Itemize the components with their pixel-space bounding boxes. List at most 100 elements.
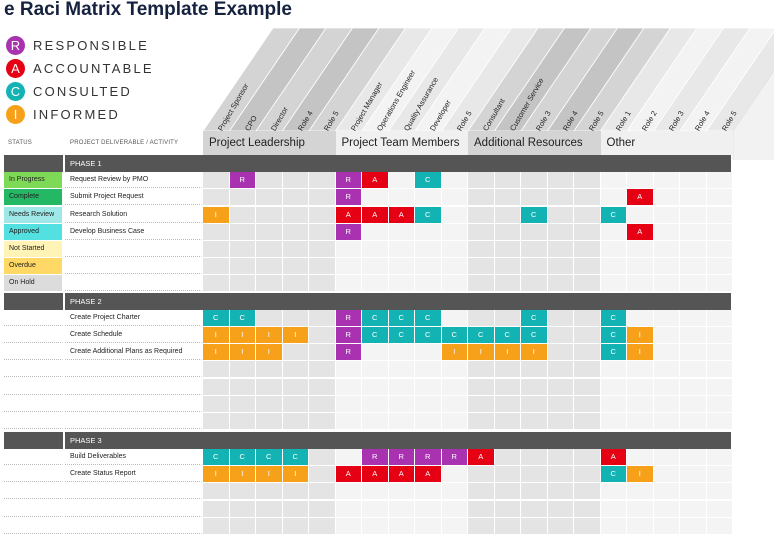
matrix-cell-empty[interactable] (706, 309, 732, 326)
raci-mark-a[interactable]: A (335, 466, 361, 483)
matrix-cell-empty[interactable] (574, 189, 600, 206)
matrix-cell-empty[interactable] (600, 517, 626, 534)
matrix-cell-empty[interactable] (574, 309, 600, 326)
matrix-cell-empty[interactable] (627, 483, 653, 500)
raci-mark-c[interactable]: C (388, 309, 414, 326)
matrix-cell-empty[interactable] (706, 517, 732, 534)
matrix-cell-empty[interactable] (600, 223, 626, 240)
matrix-cell-empty[interactable] (706, 189, 732, 206)
matrix-cell-empty[interactable] (627, 448, 653, 465)
matrix-cell-empty[interactable] (362, 258, 388, 275)
matrix-cell-empty[interactable] (309, 466, 335, 483)
matrix-cell-empty[interactable] (388, 395, 414, 412)
raci-mark-a[interactable]: A (362, 206, 388, 223)
matrix-cell-empty[interactable] (653, 206, 679, 223)
matrix-cell-empty[interactable] (256, 517, 282, 534)
matrix-cell-empty[interactable] (680, 413, 706, 429)
matrix-cell-empty[interactable] (309, 206, 335, 223)
activity-cell[interactable] (65, 258, 202, 275)
activity-cell[interactable]: Research Solution (65, 206, 202, 223)
raci-mark-i[interactable]: I (203, 206, 229, 223)
raci-mark-a[interactable]: A (362, 466, 388, 483)
matrix-cell-empty[interactable] (388, 223, 414, 240)
status-cell[interactable] (4, 309, 63, 326)
activity-cell[interactable]: Create Additional Plans as Required (65, 344, 202, 361)
status-cell[interactable] (4, 466, 63, 483)
matrix-cell-empty[interactable] (600, 241, 626, 257)
matrix-cell-empty[interactable] (653, 448, 679, 465)
matrix-cell-empty[interactable] (282, 378, 308, 395)
matrix-cell-empty[interactable] (203, 413, 229, 429)
matrix-cell-empty[interactable] (706, 258, 732, 275)
matrix-cell-empty[interactable] (229, 500, 255, 517)
matrix-cell-empty[interactable] (627, 413, 653, 429)
activity-cell[interactable] (65, 378, 202, 395)
matrix-cell-empty[interactable] (494, 258, 520, 275)
matrix-cell-empty[interactable] (309, 378, 335, 395)
matrix-cell-empty[interactable] (362, 483, 388, 500)
matrix-cell-empty[interactable] (494, 361, 520, 378)
raci-mark-a[interactable]: A (600, 448, 626, 465)
matrix-cell-empty[interactable] (362, 344, 388, 361)
matrix-cell-empty[interactable] (494, 206, 520, 223)
matrix-cell-empty[interactable] (653, 500, 679, 517)
status-cell[interactable]: Needs Review (4, 206, 63, 223)
activity-cell[interactable] (65, 500, 202, 517)
matrix-cell-empty[interactable] (415, 500, 441, 517)
matrix-cell-empty[interactable] (600, 483, 626, 500)
matrix-cell-empty[interactable] (706, 172, 732, 189)
matrix-cell-empty[interactable] (229, 206, 255, 223)
matrix-cell-empty[interactable] (362, 223, 388, 240)
activity-cell[interactable] (65, 241, 202, 257)
raci-mark-i[interactable]: I (441, 344, 467, 361)
matrix-cell-empty[interactable] (229, 361, 255, 378)
raci-mark-c[interactable]: C (415, 309, 441, 326)
matrix-cell-empty[interactable] (680, 275, 706, 292)
raci-mark-c[interactable]: C (468, 327, 494, 343)
activity-cell[interactable] (65, 275, 202, 292)
raci-mark-c[interactable]: C (415, 206, 441, 223)
status-cell[interactable]: Complete (4, 189, 63, 206)
matrix-cell-empty[interactable] (653, 241, 679, 257)
matrix-cell-empty[interactable] (282, 223, 308, 240)
matrix-cell-empty[interactable] (627, 309, 653, 326)
raci-mark-i[interactable]: I (627, 327, 653, 343)
matrix-cell-empty[interactable] (680, 483, 706, 500)
matrix-cell-empty[interactable] (706, 466, 732, 483)
matrix-cell-empty[interactable] (680, 206, 706, 223)
matrix-cell-empty[interactable] (335, 395, 361, 412)
matrix-cell-empty[interactable] (282, 517, 308, 534)
status-cell[interactable] (4, 517, 63, 534)
matrix-cell-empty[interactable] (706, 483, 732, 500)
raci-mark-a[interactable]: A (335, 206, 361, 223)
matrix-cell-empty[interactable] (521, 361, 547, 378)
matrix-cell-empty[interactable] (680, 395, 706, 412)
status-cell[interactable]: Overdue (4, 258, 63, 275)
matrix-cell-empty[interactable] (335, 517, 361, 534)
matrix-cell-empty[interactable] (256, 395, 282, 412)
matrix-cell-empty[interactable] (627, 378, 653, 395)
raci-mark-i[interactable]: I (203, 344, 229, 361)
raci-mark-i[interactable]: I (627, 344, 653, 361)
matrix-cell-empty[interactable] (547, 344, 573, 361)
matrix-cell-empty[interactable] (309, 500, 335, 517)
matrix-cell-empty[interactable] (468, 500, 494, 517)
matrix-cell-empty[interactable] (706, 241, 732, 257)
matrix-cell-empty[interactable] (256, 275, 282, 292)
matrix-cell-empty[interactable] (388, 361, 414, 378)
matrix-cell-empty[interactable] (494, 241, 520, 257)
activity-cell[interactable]: Create Status Report (65, 466, 202, 483)
matrix-cell-empty[interactable] (600, 189, 626, 206)
status-cell[interactable] (4, 500, 63, 517)
matrix-cell-empty[interactable] (521, 483, 547, 500)
matrix-cell-empty[interactable] (388, 517, 414, 534)
matrix-cell-empty[interactable] (441, 466, 467, 483)
matrix-cell-empty[interactable] (468, 395, 494, 412)
raci-mark-r[interactable]: R (335, 223, 361, 240)
matrix-cell-empty[interactable] (309, 517, 335, 534)
matrix-cell-empty[interactable] (362, 275, 388, 292)
matrix-cell-empty[interactable] (309, 189, 335, 206)
activity-cell[interactable]: Submit Project Request (65, 189, 202, 206)
matrix-cell-empty[interactable] (547, 258, 573, 275)
matrix-cell-empty[interactable] (441, 413, 467, 429)
